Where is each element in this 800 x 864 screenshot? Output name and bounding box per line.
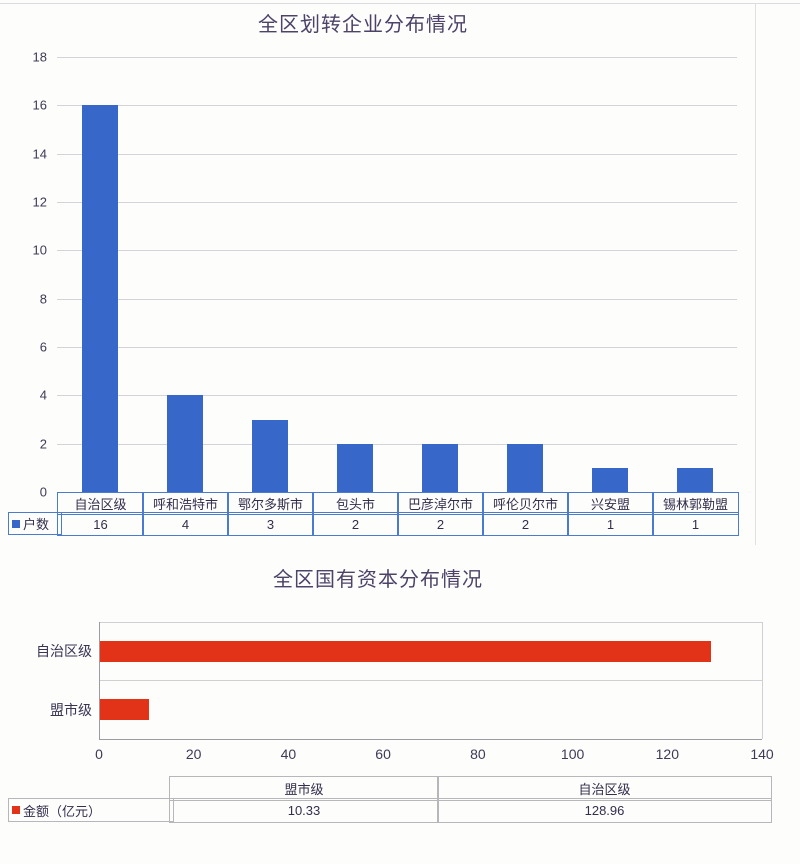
x-axis-tick-label: 100 <box>560 746 585 762</box>
chart1-value-cell: 16 <box>57 512 144 536</box>
category-divider-line <box>99 680 762 681</box>
chart1-legend-cell: 户数 <box>8 512 62 535</box>
chart1-category-cell: 兴安盟 <box>567 492 654 515</box>
y-axis-tick-label: 18 <box>32 49 47 65</box>
y-gridline <box>57 443 737 445</box>
y-axis-tick-label: 16 <box>32 97 47 113</box>
chart1-legend-label: 户数 <box>23 517 50 532</box>
chart1-bar-3 <box>336 443 373 492</box>
chart2-title: 全区国有资本分布情况 <box>273 569 483 591</box>
x-axis-tick-label: 140 <box>750 746 774 762</box>
y-gridline <box>57 347 737 348</box>
chart2-category-label: 盟市级 <box>50 701 92 718</box>
chart1-bar-4 <box>421 443 458 492</box>
chart1-value-cell: 4 <box>142 512 229 536</box>
chart2-category-label: 自治区级 <box>36 643 92 659</box>
x-axis-tick-label: 0 <box>95 746 103 762</box>
chart2-value-cell: 10.33 <box>169 798 439 823</box>
y-axis-tick-label: 8 <box>39 291 47 307</box>
chart1-value-cell: 3 <box>227 512 314 536</box>
chart1-bar-2 <box>251 419 288 492</box>
y-gridline <box>57 202 737 203</box>
plot-right-line <box>762 622 763 739</box>
chart1-category-cell: 包头市 <box>312 492 399 515</box>
chart1-bar-0 <box>81 105 118 492</box>
chart1-category-cell: 鄂尔多斯市 <box>227 492 314 515</box>
chart1-bar-6 <box>591 467 628 492</box>
chart1-category-cell: 锡林郭勒盟 <box>652 492 739 515</box>
y-gridline <box>57 298 737 300</box>
y-gridline <box>57 57 737 58</box>
chart1-value-cell: 2 <box>397 512 484 536</box>
x-axis-line <box>99 739 762 740</box>
chart1-value-cell: 2 <box>312 512 399 536</box>
state-capital-distribution-chart: 全区国有资本分布情况 自治区级 盟市级 0 20 40 60 80 100 120 140 盟市级… <box>0 545 800 864</box>
chart2-legend-cell: 金额（亿元） <box>8 798 174 822</box>
x-axis-tick-label: 20 <box>185 746 202 762</box>
chart1-bar-5 <box>506 443 543 492</box>
chart2-legend-label: 金额（亿元） <box>23 803 102 819</box>
chart1-category-cell: 自治区级 <box>57 492 144 515</box>
y-axis-tick-label: 6 <box>39 339 47 355</box>
y-axis-tick-label: 12 <box>32 194 47 210</box>
chart2-category-cell: 盟市级 <box>169 776 439 801</box>
y-axis-tick-label: 10 <box>32 242 47 258</box>
chart1-bar-7 <box>676 467 713 492</box>
chart1-bar-1 <box>166 395 203 492</box>
chart2-bar-0 <box>100 640 711 662</box>
chart2-bar-1 <box>100 699 149 720</box>
x-axis-tick-label: 40 <box>280 746 297 762</box>
chart1-category-cell: 呼和浩特市 <box>142 492 229 515</box>
enterprise-distribution-chart: 全区划转企业分布情况 0 2 4 6 8 10 12 14 16 18 自治区级 16 呼和浩特市 4 鄂… <box>8 14 739 536</box>
y-gridline <box>57 153 737 155</box>
x-axis-tick-label: 120 <box>655 746 679 762</box>
y-gridline <box>57 105 737 107</box>
y-axis-tick-label: 0 <box>39 484 47 500</box>
y-axis-tick-label: 4 <box>39 387 47 403</box>
y-axis-tick-label: 2 <box>39 436 47 452</box>
chart1-right-border-line <box>755 3 756 545</box>
chart1-category-cell: 巴彦淖尔市 <box>397 492 484 515</box>
chart1-value-cell: 1 <box>567 512 654 536</box>
chart1-value-cell: 1 <box>652 512 739 536</box>
chart1-category-cell: 呼伦贝尔市 <box>482 492 569 515</box>
chart2-value-cell: 128.96 <box>437 798 772 823</box>
top-border-line <box>0 3 800 4</box>
chart2-category-cell: 自治区级 <box>437 776 772 801</box>
chart1-title: 全区划转企业分布情况 <box>258 14 468 36</box>
y-axis-line <box>99 622 100 739</box>
y-axis-tick-label: 14 <box>32 146 47 162</box>
amount-legend-swatch <box>12 806 20 814</box>
x-axis-tick-label: 80 <box>470 746 486 762</box>
chart1-value-cell: 2 <box>482 512 569 536</box>
y-gridline <box>57 395 737 397</box>
plot-top-line <box>99 622 762 623</box>
y-gridline <box>57 250 737 252</box>
x-axis-tick-label: 60 <box>375 746 391 762</box>
household-count-legend-swatch <box>12 519 20 528</box>
